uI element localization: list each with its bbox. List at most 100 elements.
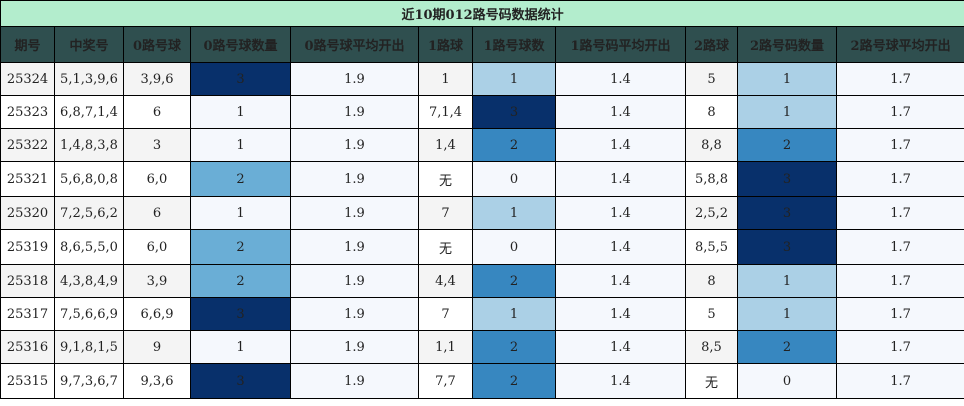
route0-balls-cell: 3,9,6 — [123, 62, 191, 96]
route0-avg-cell: 1.9 — [290, 363, 419, 399]
route2-balls-cell: 5 — [685, 62, 738, 96]
issue-cell: 25315 — [0, 363, 55, 399]
numbers-cell: 9,1,8,1,5 — [54, 330, 124, 364]
numbers-cell: 7,2,5,6,2 — [54, 196, 124, 230]
route2-avg-cell: 1.7 — [835, 196, 964, 230]
numbers-cell: 8,6,5,5,0 — [54, 229, 124, 265]
header-route1-avg: 1路号码平均开出 — [555, 26, 686, 63]
route2-balls-cell: 8 — [685, 95, 738, 129]
route0-count-cell: 1 — [190, 196, 291, 230]
route0-count-cell: 1 — [190, 128, 291, 162]
route2-balls-cell: 5,8,8 — [685, 161, 738, 197]
route1-balls-cell: 7,1,4 — [418, 95, 473, 129]
route1-balls-cell: 7 — [418, 297, 473, 331]
route2-count-cell: 2 — [737, 330, 837, 364]
issue-cell: 25324 — [0, 62, 55, 96]
route0-count-cell: 2 — [190, 161, 291, 197]
route2-balls-cell: 8 — [685, 264, 738, 298]
table-row: 25316 9,1,8,1,5 9 1 1.9 1,1 2 1.4 8,5 2 1.7 — [0, 330, 964, 364]
route0-avg-cell: 1.9 — [290, 95, 419, 129]
route2-avg-cell: 1.7 — [835, 95, 964, 129]
route1-balls-cell: 1,1 — [418, 330, 473, 364]
route0-balls-cell: 9,3,6 — [123, 363, 191, 399]
route0-avg-cell: 1.9 — [290, 330, 419, 364]
route1-count-cell: 0 — [472, 229, 556, 265]
route1-balls-cell: 无 — [418, 161, 473, 197]
route0-balls-cell: 6 — [123, 196, 191, 230]
route0-count-cell: 3 — [190, 363, 291, 399]
route1-count-cell: 2 — [472, 330, 556, 364]
issue-cell: 25316 — [0, 330, 55, 364]
route2-balls-cell: 8,5,5 — [685, 229, 738, 265]
route0-avg-cell: 1.9 — [290, 128, 419, 162]
header-route2-balls: 2路球 — [685, 26, 738, 63]
issue-cell: 25319 — [0, 229, 55, 265]
issue-cell: 25317 — [0, 297, 55, 331]
route0-balls-cell: 3,9 — [123, 264, 191, 298]
route1-avg-cell: 1.4 — [555, 161, 686, 197]
route2-avg-cell: 1.7 — [835, 297, 964, 331]
route1-avg-cell: 1.4 — [555, 229, 686, 265]
route0-count-cell: 3 — [190, 62, 291, 96]
route2-count-cell: 3 — [737, 161, 837, 197]
issue-cell: 25321 — [0, 161, 55, 197]
numbers-cell: 6,8,7,1,4 — [54, 95, 124, 129]
header-route0-count: 0路号球数量 — [190, 26, 291, 63]
route0-count-cell: 1 — [190, 95, 291, 129]
route1-avg-cell: 1.4 — [555, 62, 686, 96]
route2-balls-cell: 2,5,2 — [685, 196, 738, 230]
header-route0-balls: 0路号球 — [123, 26, 191, 63]
issue-cell: 25318 — [0, 264, 55, 298]
route1-count-cell: 2 — [472, 264, 556, 298]
route0-balls-cell: 6 — [123, 95, 191, 129]
numbers-cell: 1,4,8,3,8 — [54, 128, 124, 162]
numbers-cell: 5,6,8,0,8 — [54, 161, 124, 197]
table-row: 25320 7,2,5,6,2 6 1 1.9 7 1 1.4 2,5,2 3 1.7 — [0, 196, 964, 230]
route0-avg-cell: 1.9 — [290, 264, 419, 298]
route2-balls-cell: 8,8 — [685, 128, 738, 162]
route0-count-cell: 1 — [190, 330, 291, 364]
header-issue: 期号 — [0, 26, 55, 63]
issue-cell: 25322 — [0, 128, 55, 162]
route1-balls-cell: 7 — [418, 196, 473, 230]
route2-count-cell: 3 — [737, 229, 837, 265]
route1-count-cell: 0 — [472, 161, 556, 197]
route1-count-cell: 2 — [472, 128, 556, 162]
table-row: 25323 6,8,7,1,4 6 1 1.9 7,1,4 3 1.4 8 1 1.7 — [0, 95, 964, 129]
route2-count-cell: 1 — [737, 264, 837, 298]
route0-avg-cell: 1.9 — [290, 62, 419, 96]
header-numbers: 中奖号 — [54, 26, 124, 63]
table-row: 25318 4,3,8,4,9 3,9 2 1.9 4,4 2 1.4 8 1 1.7 — [0, 264, 964, 298]
route1-balls-cell: 1,4 — [418, 128, 473, 162]
route2-avg-cell: 1.7 — [835, 229, 964, 265]
table-row: 25319 8,6,5,5,0 6,0 2 1.9 无 0 1.4 8,5,5 3 1.7 — [0, 229, 964, 265]
route0-balls-cell: 3 — [123, 128, 191, 162]
route0-count-cell: 2 — [190, 229, 291, 265]
route1-count-cell: 2 — [472, 363, 556, 399]
table-row: 25321 5,6,8,0,8 6,0 2 1.9 无 0 1.4 5,8,8 3 1.7 — [0, 161, 964, 197]
route0-balls-cell: 9 — [123, 330, 191, 364]
route2-avg-cell: 1.7 — [835, 161, 964, 197]
route1-avg-cell: 1.4 — [555, 297, 686, 331]
header-route2-avg: 2路号球平均开出 — [835, 26, 964, 63]
route2-balls-cell: 5 — [685, 297, 738, 331]
route1-balls-cell: 4,4 — [418, 264, 473, 298]
route1-avg-cell: 1.4 — [555, 95, 686, 129]
route0-avg-cell: 1.9 — [290, 297, 419, 331]
route1-balls-cell: 无 — [418, 229, 473, 265]
table-row: 25324 5,1,3,9,6 3,9,6 3 1.9 1 1 1.4 5 1 1.7 — [0, 62, 964, 96]
route1-count-cell: 1 — [472, 196, 556, 230]
table-title: 近10期012路号码数据统计 — [0, 0, 964, 27]
route2-avg-cell: 1.7 — [835, 264, 964, 298]
route2-avg-cell: 1.7 — [835, 62, 964, 96]
route0-balls-cell: 6,6,9 — [123, 297, 191, 331]
numbers-cell: 9,7,3,6,7 — [54, 363, 124, 399]
route0-count-cell: 2 — [190, 264, 291, 298]
route1-avg-cell: 1.4 — [555, 128, 686, 162]
route0-count-cell: 3 — [190, 297, 291, 331]
route0-avg-cell: 1.9 — [290, 161, 419, 197]
header-route2-count: 2路号码数量 — [737, 26, 837, 63]
issue-cell: 25320 — [0, 196, 55, 230]
numbers-cell: 7,5,6,6,9 — [54, 297, 124, 331]
route1-avg-cell: 1.4 — [555, 264, 686, 298]
